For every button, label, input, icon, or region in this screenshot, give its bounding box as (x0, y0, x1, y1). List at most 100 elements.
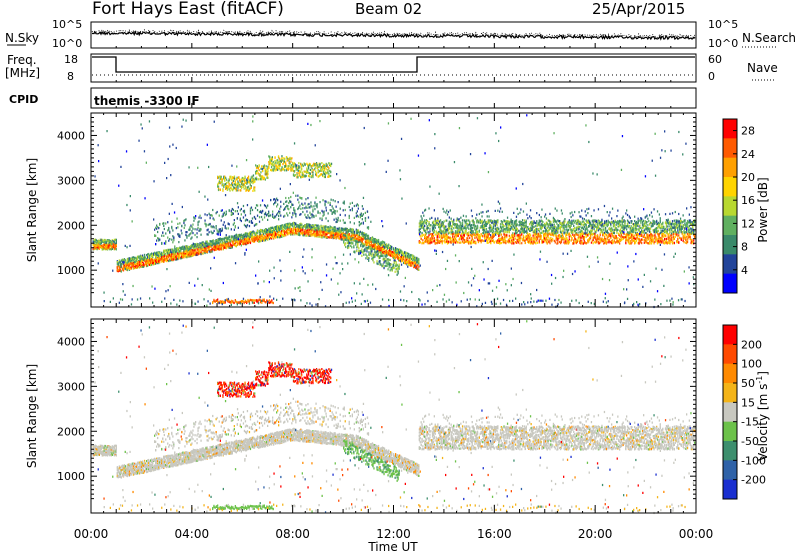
data-cell (264, 232, 267, 235)
data-cell (125, 263, 128, 266)
data-cell (278, 218, 280, 221)
data-cell (94, 243, 96, 247)
data-cell (219, 229, 221, 232)
data-cell (149, 261, 151, 265)
data-cell (138, 263, 141, 266)
data-cell (93, 240, 95, 243)
data-cell (356, 250, 358, 253)
data-cell (158, 257, 160, 260)
data-cell (344, 214, 346, 217)
data-cell (140, 259, 143, 262)
data-cell (155, 253, 157, 256)
data-cell (265, 231, 268, 234)
data-cell (125, 268, 128, 271)
data-cell (322, 199, 324, 202)
data-cell (477, 241, 480, 244)
data-cell (296, 231, 298, 234)
data-cell (243, 242, 246, 245)
data-cell (129, 262, 132, 265)
data-cell (246, 238, 249, 242)
data-cell (245, 225, 248, 228)
data-cell (173, 236, 175, 239)
data-cell (474, 236, 476, 240)
data-cell (274, 198, 276, 201)
data-cell (197, 244, 199, 247)
data-cell (481, 215, 483, 218)
data-cell (220, 219, 222, 222)
data-cell (327, 201, 329, 204)
data-cell (300, 213, 302, 216)
data-cell (175, 248, 177, 251)
data-cell (246, 240, 249, 243)
data-cell (269, 234, 271, 237)
data-cell (356, 210, 358, 213)
data-cell (243, 238, 246, 241)
data-cell (129, 257, 132, 260)
data-cell (195, 250, 197, 253)
data-cell (101, 244, 103, 247)
data-cell (119, 261, 121, 264)
data-cell (133, 267, 136, 270)
data-cell (135, 262, 138, 265)
data-cell (277, 233, 279, 236)
data-cell (96, 241, 98, 244)
data-cell (162, 256, 164, 259)
data-cell (200, 228, 202, 231)
data-cell (164, 249, 166, 252)
data-cell (308, 229, 310, 232)
data-cell (458, 218, 460, 221)
data-cell (378, 251, 380, 254)
data-cell (185, 255, 187, 258)
data-cell (256, 236, 259, 239)
data-cell (267, 218, 269, 221)
noise-left-tick-top: 10^5 (52, 18, 83, 31)
data-cell (114, 244, 116, 247)
data-cell (428, 221, 430, 224)
data-cell (299, 234, 301, 237)
data-cell (191, 225, 193, 229)
data-cell (93, 246, 95, 249)
data-cell (289, 228, 291, 232)
data-cell (190, 250, 192, 253)
data-cell (177, 247, 179, 250)
data-cell (96, 244, 98, 247)
data-cell (160, 254, 162, 257)
data-cell (161, 251, 163, 254)
data-cell (274, 201, 276, 204)
data-cell (225, 246, 227, 249)
data-cell (239, 237, 241, 240)
data-cell (315, 234, 317, 237)
data-cell (162, 259, 164, 262)
data-cell (324, 204, 326, 207)
data-cell (447, 210, 450, 214)
data-cell (297, 227, 299, 230)
data-cell (216, 232, 218, 235)
data-cell (300, 223, 302, 226)
data-cell (382, 263, 384, 266)
data-cell (97, 241, 99, 244)
data-cell (201, 244, 203, 247)
data-cell (292, 231, 294, 234)
data-cell (162, 231, 164, 234)
data-cell (200, 248, 202, 251)
data-cell (152, 253, 154, 256)
data-cell (115, 244, 117, 247)
data-cell (233, 237, 235, 240)
data-cell (260, 215, 263, 219)
data-cell (150, 259, 152, 262)
data-cell (167, 236, 169, 239)
data-cell (429, 230, 431, 233)
data-cell (98, 245, 100, 248)
data-cell (301, 226, 303, 229)
data-cell (216, 244, 218, 247)
data-cell (205, 223, 207, 226)
data-cell (217, 238, 219, 241)
data-cell (250, 231, 253, 234)
data-cell (273, 198, 275, 201)
data-cell (505, 240, 507, 243)
data-cell (302, 226, 304, 229)
data-cell (256, 237, 259, 240)
data-cell (216, 229, 218, 232)
data-cell (135, 257, 138, 260)
